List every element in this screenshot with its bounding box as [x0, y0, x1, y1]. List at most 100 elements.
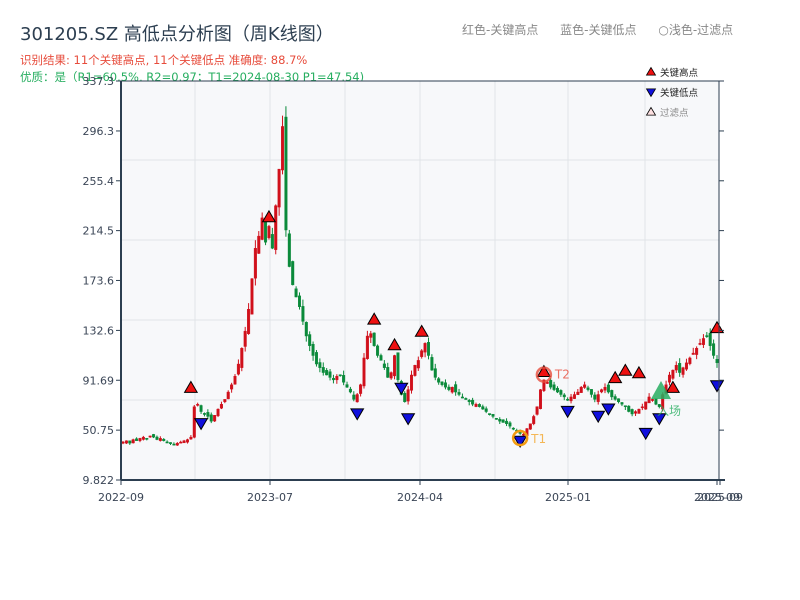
- candle-body: [389, 372, 393, 379]
- candle-body: [494, 418, 498, 420]
- candle-body: [179, 441, 183, 444]
- candle-body: [630, 409, 634, 415]
- candle-body: [501, 419, 505, 423]
- candle-body: [657, 404, 661, 407]
- key-high-marker: [608, 370, 623, 384]
- key-high-marker: [631, 365, 647, 379]
- candle-body: [555, 387, 559, 393]
- key-point-markers: T1 T2 入场: [183, 209, 725, 449]
- candle-body: [471, 399, 475, 405]
- candle-body: [148, 435, 152, 438]
- candle-body: [230, 384, 234, 390]
- candle-body: [433, 368, 437, 378]
- candle-body: [464, 398, 468, 400]
- candle-body: [169, 442, 173, 444]
- key-low-marker: [394, 382, 409, 396]
- candle-body: [274, 205, 278, 250]
- y-tick-label: 91.69: [83, 374, 115, 387]
- candle-body: [365, 335, 369, 359]
- key-high-marker: [367, 312, 382, 325]
- candle-body: [145, 438, 149, 440]
- candle-body: [240, 347, 244, 368]
- candle-body: [583, 384, 587, 388]
- y-tick-label: 255.4: [83, 175, 115, 188]
- y-tick-label: 214.5: [83, 225, 115, 238]
- candle-body: [257, 235, 261, 254]
- candle-body: [562, 394, 566, 398]
- candle-body: [522, 433, 526, 436]
- candle-body: [185, 439, 189, 443]
- legend-high-label: 关键高点: [660, 67, 699, 79]
- candle-body: [243, 330, 247, 347]
- candle-body: [505, 420, 509, 424]
- legend-filtered-label: 过滤点: [660, 107, 689, 119]
- key-low-marker: [400, 413, 416, 426]
- candle-body: [175, 443, 179, 446]
- candle-body: [545, 382, 549, 384]
- candle-body: [345, 384, 349, 388]
- candle-body: [260, 217, 264, 240]
- candle-body: [247, 309, 251, 334]
- candle-body: [637, 408, 641, 414]
- key-low-marker: [652, 413, 667, 426]
- candle-body: [623, 405, 627, 408]
- candle-body: [379, 355, 383, 361]
- x-tick-label: 2025-09: [697, 491, 743, 504]
- candle-body: [338, 374, 342, 377]
- x-tick-label: 2024-04: [397, 491, 443, 504]
- candle-body: [318, 362, 322, 368]
- entry-marker: [651, 381, 671, 399]
- candle-body: [135, 438, 139, 441]
- candle-body: [393, 355, 397, 377]
- key-low-marker: [193, 418, 209, 431]
- candle-body: [182, 440, 186, 444]
- candle-body: [277, 168, 281, 208]
- candle-body: [426, 342, 430, 356]
- entry-label: 入场: [657, 404, 681, 418]
- t1-ring: [511, 429, 529, 447]
- candle-body: [440, 381, 444, 385]
- candle-body: [593, 394, 597, 400]
- y-tick-label: 132.6: [83, 324, 115, 337]
- candle-body: [267, 226, 271, 239]
- candle-body: [413, 365, 417, 376]
- candle-body: [121, 441, 125, 444]
- candle-body: [155, 436, 159, 440]
- candle-body: [406, 389, 410, 402]
- candle-body: [403, 392, 407, 403]
- candle-body: [437, 378, 441, 383]
- recognition-result: 识别结果: 11个关键高点, 11个关键低点 准确度: 88.7%: [20, 53, 308, 67]
- candle-body: [532, 416, 536, 424]
- candle-body: [233, 376, 237, 385]
- candle-body: [253, 248, 257, 279]
- y-tick-label: 173.6: [83, 274, 115, 287]
- x-tick-label: 2022-09: [98, 491, 144, 504]
- candle-body: [651, 399, 655, 401]
- candle-body: [152, 434, 156, 438]
- candle-body: [688, 357, 692, 364]
- candle-body: [410, 374, 414, 391]
- candle-body: [281, 126, 285, 171]
- candle-body: [308, 334, 312, 346]
- candle-body: [443, 382, 447, 388]
- key-low-marker: [591, 410, 606, 424]
- candle-body: [617, 398, 621, 403]
- candle-body: [542, 379, 546, 391]
- candle-body: [698, 343, 702, 345]
- candle-body: [335, 376, 339, 381]
- candle-body: [162, 439, 166, 441]
- candle-body: [691, 352, 695, 355]
- y-tick-label: 296.3: [83, 125, 115, 138]
- candle-body: [491, 413, 495, 417]
- candle-body: [331, 377, 335, 381]
- legend-low-icon: [645, 88, 657, 98]
- candle-body: [304, 321, 308, 337]
- key-high-marker: [665, 380, 681, 393]
- key-high-marker: [618, 363, 633, 376]
- candle-body: [586, 387, 590, 390]
- candle-body: [301, 306, 305, 322]
- key-low-marker: [638, 427, 653, 441]
- candle-body: [508, 422, 512, 427]
- candle-body: [576, 391, 580, 395]
